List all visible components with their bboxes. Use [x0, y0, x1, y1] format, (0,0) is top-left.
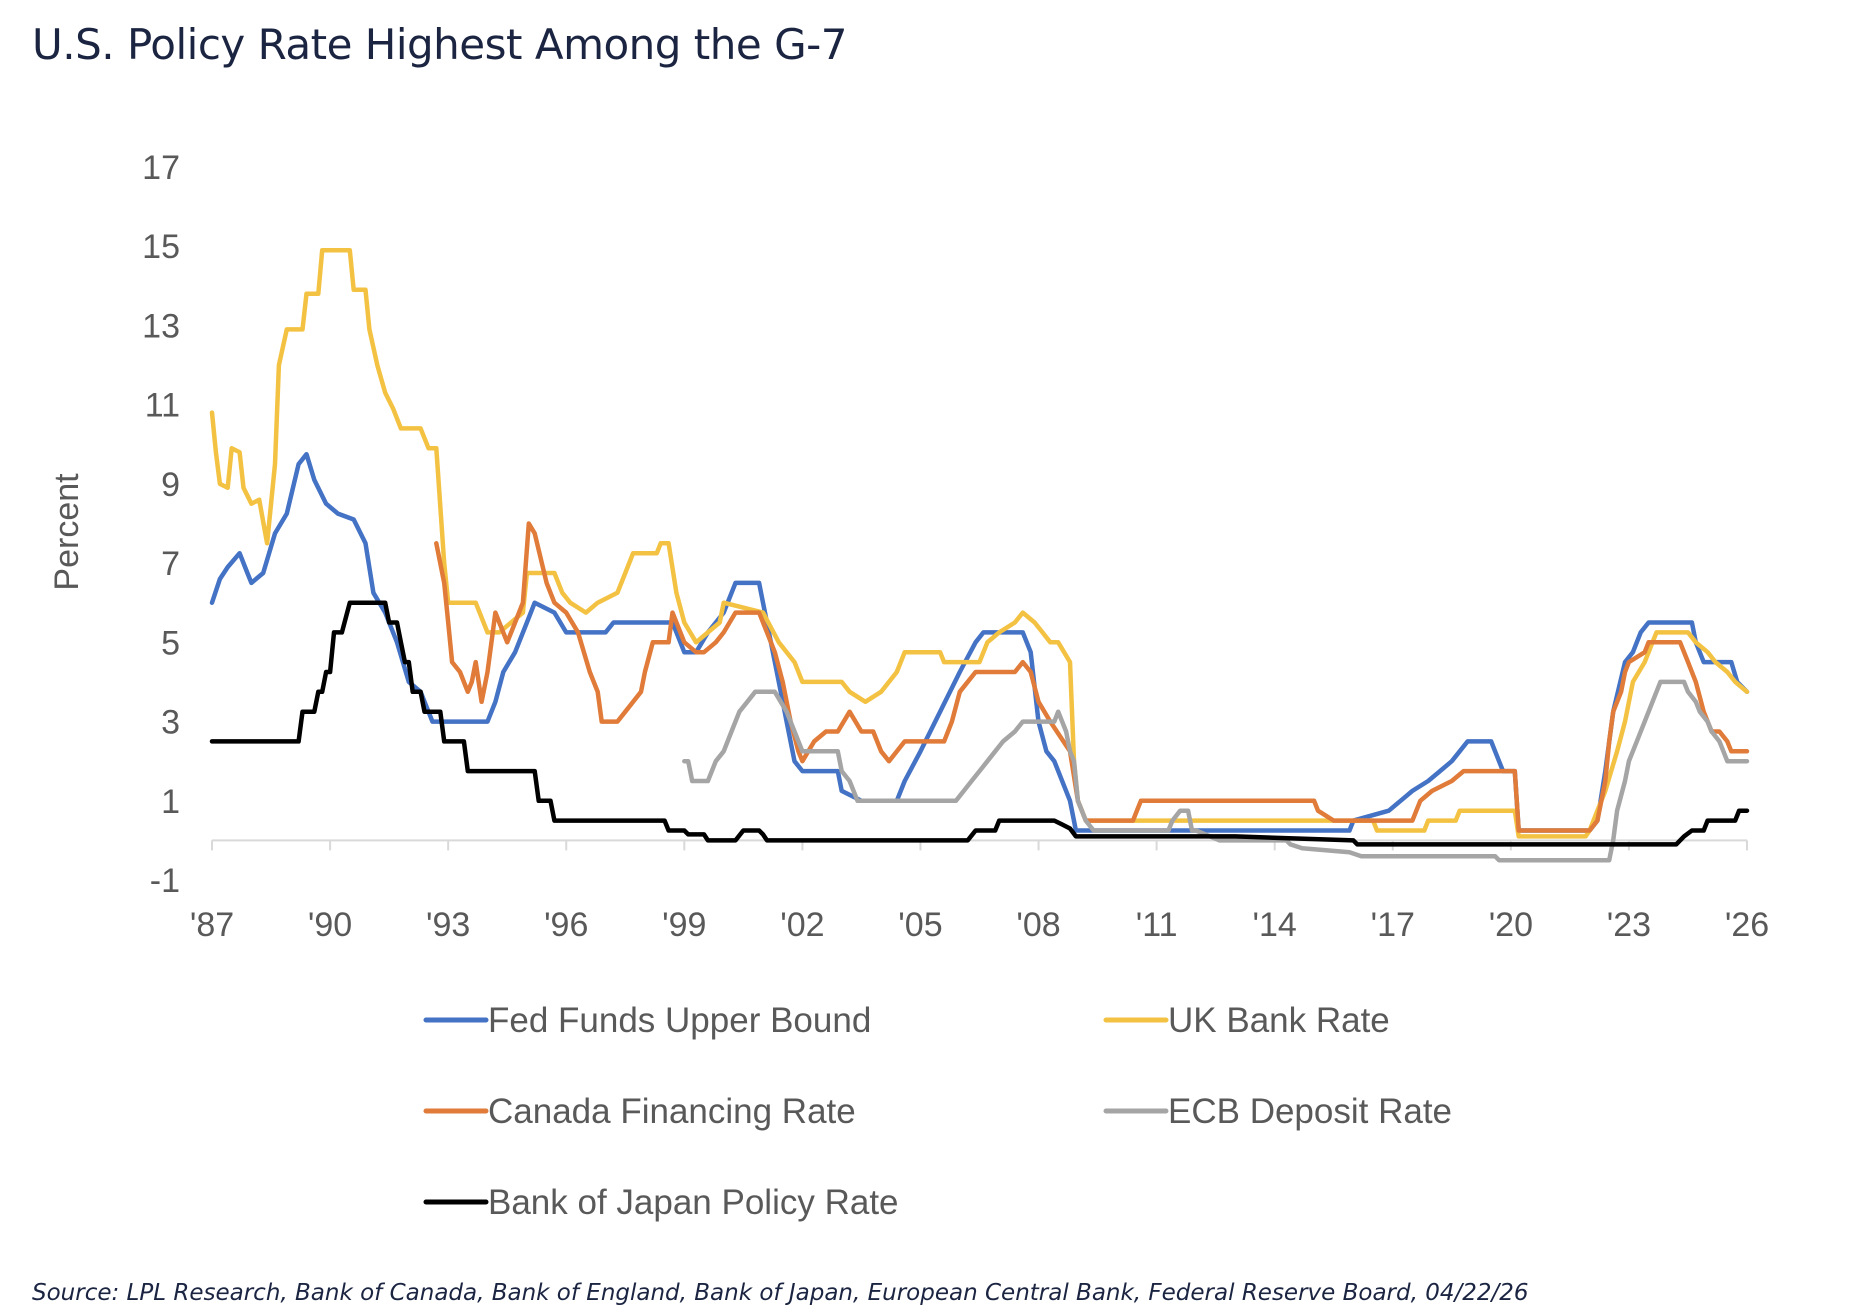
y-axis-ticks: 17 15 13 11 9 7 5 3 1 -1 [142, 149, 180, 900]
x-tick-label: '08 [1016, 906, 1060, 944]
y-tick-label: 11 [145, 387, 180, 425]
legend: Fed Funds Upper Bound UK Bank Rate Canada … [423, 1001, 1452, 1222]
chart-title: U.S. Policy Rate Highest Among the G-7 [32, 20, 848, 69]
x-tick-label: '99 [662, 906, 706, 944]
x-tick-label: '02 [780, 906, 824, 944]
x-tick-label: '87 [190, 906, 234, 944]
legend-label-canada-financing-rate: Canada Financing Rate [488, 1092, 856, 1131]
legend-label-fed-funds-upper-bound: Fed Funds Upper Bound [488, 1001, 871, 1040]
x-tick-label: '90 [308, 906, 352, 944]
series-lines [209, 247, 1750, 863]
series-line-uk-bank-rate [209, 247, 1750, 839]
x-tick-label: '96 [544, 906, 588, 944]
y-tick-label: 3 [161, 704, 180, 742]
x-tick-label: '17 [1371, 906, 1415, 944]
x-tick-label: '93 [426, 906, 470, 944]
y-tick-label: -1 [150, 862, 180, 900]
series-line-bank-of-japan-policy-rate [209, 600, 1750, 847]
legend-label-bank-of-japan-policy-rate: Bank of Japan Policy Rate [488, 1183, 899, 1222]
y-tick-label: 17 [142, 149, 180, 187]
legend-label-uk-bank-rate: UK Bank Rate [1168, 1001, 1390, 1040]
series-line-canada-financing-rate [434, 521, 1750, 833]
y-tick-label: 15 [142, 228, 180, 266]
x-tick-label: '26 [1725, 906, 1769, 944]
x-axis: '87 '90 '93 '96 '99 '02 '05 '08 '11 '14 '17 '20 '23 '… [190, 839, 1769, 944]
y-tick-label: 7 [161, 545, 180, 583]
y-tick-label: 1 [161, 783, 180, 821]
x-tick-label: '11 [1136, 906, 1178, 944]
y-tick-label: 5 [161, 624, 180, 662]
y-tick-label: 9 [161, 466, 180, 504]
x-tick-label: '14 [1253, 906, 1297, 944]
series-line-ecb-deposit-rate [682, 679, 1750, 863]
y-tick-label: 13 [142, 307, 180, 345]
source-note: Source: LPL Research, Bank of Canada, Ba… [32, 1280, 1529, 1306]
x-tick-label: '05 [898, 906, 942, 944]
x-tick-label: '23 [1607, 906, 1651, 944]
y-axis-label: Percent [48, 473, 86, 591]
legend-label-ecb-deposit-rate: ECB Deposit Rate [1168, 1092, 1452, 1131]
x-tick-label: '20 [1489, 906, 1533, 944]
